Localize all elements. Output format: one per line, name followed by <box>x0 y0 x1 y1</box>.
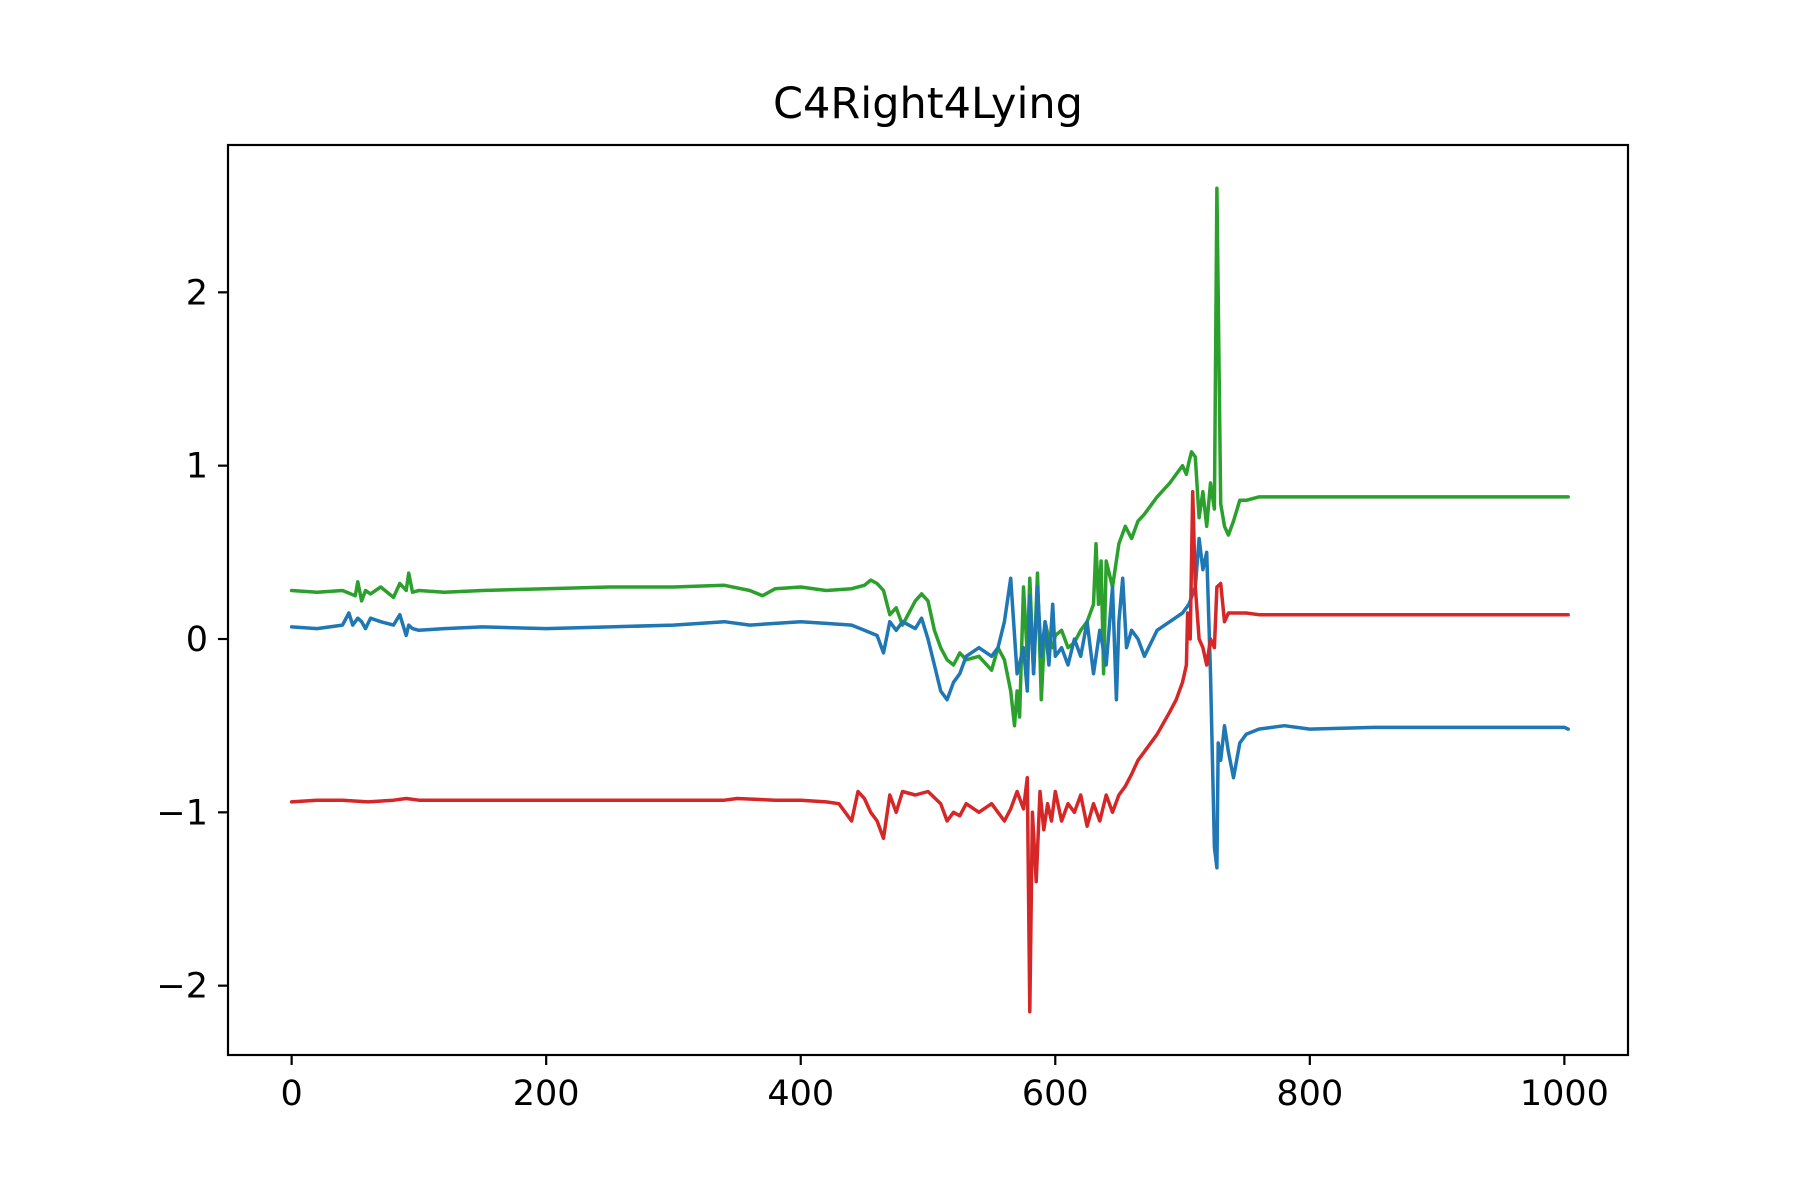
y-axis: −2 −1 0 1 2 <box>156 273 228 1007</box>
x-tick-label: 800 <box>1276 1074 1343 1114</box>
x-tick-label: 400 <box>767 1074 834 1114</box>
x-tick-label: 200 <box>513 1074 580 1114</box>
x-tick-label: 1000 <box>1520 1074 1609 1114</box>
chart-title: C4Right4Lying <box>773 79 1083 129</box>
y-tick-label: 2 <box>186 273 208 313</box>
x-tick-label: 600 <box>1022 1074 1089 1114</box>
y-tick-label: 1 <box>186 447 208 487</box>
series-blue-line <box>289 536 1570 870</box>
y-tick-label: 0 <box>186 620 208 660</box>
y-tick-label: −1 <box>156 793 208 833</box>
x-tick-label: 0 <box>280 1074 302 1114</box>
series-red-line <box>289 489 1570 1014</box>
axes-frame <box>226 143 1630 1057</box>
series-layer <box>289 186 1570 1014</box>
y-tick-label: −2 <box>156 967 208 1007</box>
x-axis: 0 200 400 600 800 1000 <box>280 1055 1609 1114</box>
